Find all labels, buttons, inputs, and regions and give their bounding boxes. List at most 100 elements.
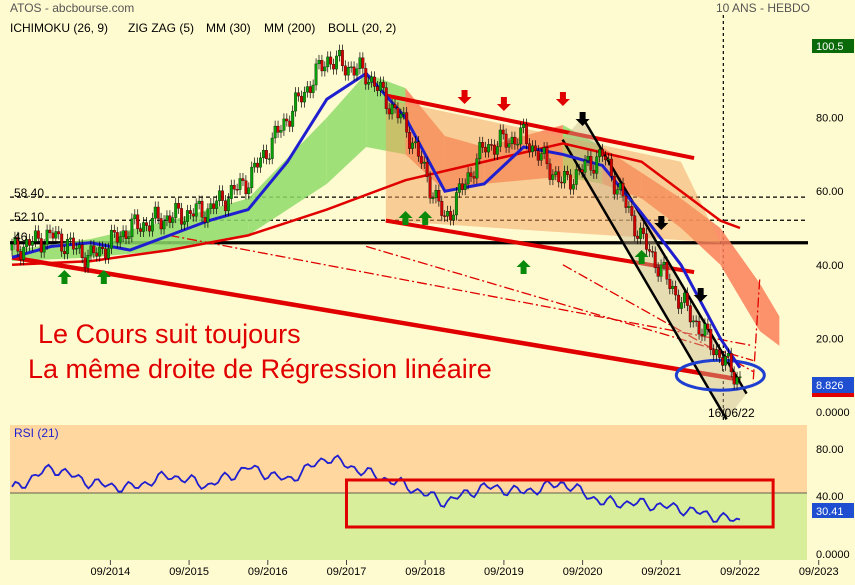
candle-body: [402, 112, 406, 115]
candle-body: [98, 246, 102, 257]
candle-body: [95, 252, 99, 257]
candle-body: [677, 294, 681, 309]
level-label-58: 58.40: [14, 186, 44, 200]
candle-body: [130, 218, 134, 238]
candle-body: [633, 215, 637, 237]
candle-body: [121, 230, 125, 237]
buy-arrow-green: [634, 250, 649, 264]
candle-body: [209, 203, 213, 209]
candle-body: [481, 142, 485, 148]
rsi-overbought-zone: [10, 425, 807, 493]
candle-body: [101, 246, 105, 249]
rsi-tick-0: 0.0000: [816, 549, 850, 561]
candle-body: [212, 203, 216, 209]
x-tick-label: 09/2020: [563, 566, 603, 578]
candle-body: [200, 200, 204, 218]
candle-body: [723, 356, 727, 366]
price-tick-label: 0.0000: [816, 407, 850, 419]
candle-body: [604, 156, 607, 161]
rsi-title: RSI (21): [14, 426, 59, 440]
candle-body: [273, 125, 277, 139]
candle-body: [229, 185, 233, 199]
candle-body: [188, 210, 192, 214]
candle-body: [194, 203, 198, 217]
candle-body: [153, 206, 157, 219]
candle-body: [80, 244, 84, 258]
candle-body: [288, 120, 292, 127]
candle-body: [688, 305, 692, 323]
candle-body: [501, 129, 505, 135]
candle-body: [408, 132, 412, 149]
top-price-badge: [812, 39, 854, 53]
candle-body: [416, 141, 420, 157]
candle-body: [162, 220, 166, 230]
candle-body: [171, 217, 175, 223]
candle-body: [165, 215, 169, 221]
candle-body: [223, 200, 227, 212]
channel-top-line: [385, 93, 695, 161]
candle-body: [422, 161, 426, 164]
candle-body: [25, 239, 29, 248]
sell-arrow-red: [496, 97, 511, 111]
candle-body: [449, 211, 453, 221]
rsi-tick-40: 40.00: [816, 491, 844, 503]
candle-body: [659, 264, 663, 277]
rsi-panel: [11, 454, 775, 529]
candle-body: [367, 81, 371, 85]
candle-body: [715, 349, 719, 356]
price-tick-label: 40.00: [816, 260, 844, 272]
x-tick-label: 09/2017: [327, 566, 367, 578]
candle-body: [109, 230, 113, 249]
candle-body: [434, 190, 438, 199]
cloud-segment: [759, 283, 780, 346]
candle-body: [712, 349, 716, 356]
candle-body: [530, 145, 534, 153]
candle-body: [568, 174, 572, 190]
candle-body: [539, 153, 543, 161]
candle-body: [282, 118, 286, 131]
candle-body: [595, 156, 599, 174]
candle-body: [77, 244, 81, 249]
candle-body: [528, 143, 531, 153]
candle-body: [709, 329, 713, 350]
candle-body: [642, 227, 645, 234]
candle-body: [665, 261, 669, 280]
price-candles: [10, 44, 742, 390]
candle-body: [671, 286, 675, 289]
last-price-badge: [812, 377, 854, 393]
candle-body: [452, 214, 455, 221]
candle-body: [142, 222, 146, 232]
candle-body: [352, 66, 356, 76]
candle-body: [83, 257, 87, 268]
candle-body: [738, 376, 742, 378]
candle-body: [31, 241, 34, 246]
candle-body: [127, 236, 131, 239]
candle-body: [86, 254, 90, 268]
source-label: ATOS - abcbourse.com: [10, 1, 134, 15]
x-tick-label: 09/2015: [169, 566, 209, 578]
candle-body: [545, 147, 549, 164]
candle-body: [22, 246, 26, 260]
candle-body: [133, 214, 137, 220]
candle-body: [259, 157, 262, 168]
candle-body: [168, 215, 172, 223]
candle-body: [112, 230, 116, 233]
candle-body: [180, 208, 184, 225]
candle-body: [396, 107, 400, 119]
candle-body: [361, 57, 365, 69]
candle-body: [346, 67, 350, 76]
candle-body: [662, 261, 666, 266]
rsi-last-badge: [812, 503, 854, 518]
rsi-line: [11, 454, 741, 523]
cloud-segment: [248, 117, 327, 236]
sell-arrow-black: [693, 288, 708, 302]
candle-body: [566, 171, 569, 175]
candle-body: [601, 149, 605, 157]
candle-body: [250, 166, 254, 188]
candle-body: [332, 64, 336, 70]
candle-body: [197, 200, 201, 204]
signal-arrows: [57, 90, 708, 302]
candle-body: [571, 184, 575, 190]
candle-body: [691, 320, 695, 323]
candle-body: [694, 320, 698, 323]
